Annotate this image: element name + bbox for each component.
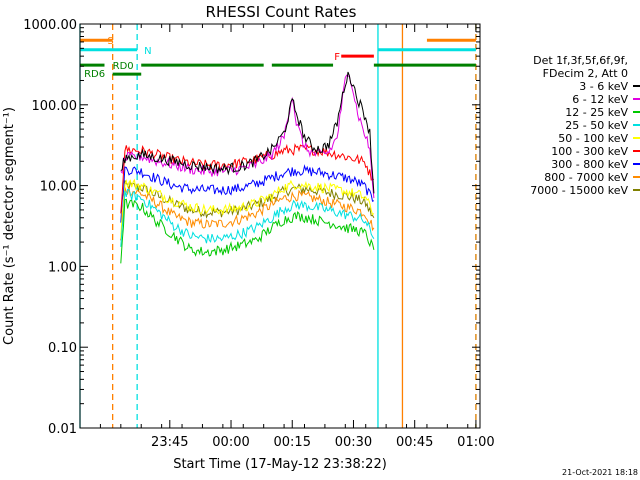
series-line-3 bbox=[120, 188, 375, 247]
x-axis-label: Start Time (17-May-12 23:38:22) bbox=[173, 457, 387, 472]
x-tick-label: 00:45 bbox=[396, 435, 433, 450]
plot-frame bbox=[79, 23, 481, 429]
y-tick-label: 1000.00 bbox=[23, 18, 77, 33]
chart-title: RHESSI Count Rates bbox=[206, 3, 357, 21]
legend-entry: 25 - 50 keV bbox=[565, 119, 628, 132]
series-line-0 bbox=[120, 71, 375, 194]
series-line-1 bbox=[120, 74, 375, 199]
flag-label-s: S bbox=[107, 36, 113, 47]
y-tick-label: 0.10 bbox=[48, 341, 77, 356]
x-tick-label: 00:30 bbox=[335, 435, 372, 450]
flag-label-n: N bbox=[144, 46, 151, 57]
y-tick-label: 10.00 bbox=[40, 180, 77, 195]
x-tick-label: 00:00 bbox=[212, 435, 249, 450]
legend-header: FDecim 2, Att 0 bbox=[543, 67, 628, 80]
y-axis-label: Count Rate (s⁻¹ detector segment⁻¹) bbox=[2, 107, 17, 345]
flag-label-f: F bbox=[334, 52, 340, 63]
x-tick-label: 00:15 bbox=[274, 435, 311, 450]
legend-entry: 12 - 25 keV bbox=[565, 106, 628, 119]
series-line-6 bbox=[120, 164, 375, 223]
legend-entry: 7000 - 15000 keV bbox=[530, 184, 628, 197]
flag-label-rd6: RD6 bbox=[84, 69, 105, 80]
legend-entry: 3 - 6 keV bbox=[579, 80, 628, 93]
series-line-4 bbox=[120, 178, 375, 239]
x-tick-label: 01:00 bbox=[457, 435, 494, 450]
series-line-7 bbox=[120, 187, 375, 240]
legend-header: Det 1f,3f,5f,6f,9f, bbox=[533, 54, 628, 67]
legend-entry: 100 - 300 keV bbox=[551, 145, 628, 158]
flag-label-rd0: RD0 bbox=[113, 61, 134, 72]
y-tick-label: 100.00 bbox=[32, 99, 78, 114]
legend-entry: 800 - 7000 keV bbox=[544, 171, 628, 184]
x-tick-label: 23:45 bbox=[151, 435, 188, 450]
y-tick-label: 1.00 bbox=[48, 260, 77, 275]
footer-date: 21-Oct-2021 18:18 bbox=[562, 468, 638, 477]
legend-entry: 50 - 100 keV bbox=[558, 132, 628, 145]
legend-entry: 300 - 800 keV bbox=[551, 158, 628, 171]
y-tick-label: 0.01 bbox=[48, 422, 77, 437]
legend-entry: 6 - 12 keV bbox=[572, 93, 628, 106]
series-line-2 bbox=[120, 198, 375, 264]
